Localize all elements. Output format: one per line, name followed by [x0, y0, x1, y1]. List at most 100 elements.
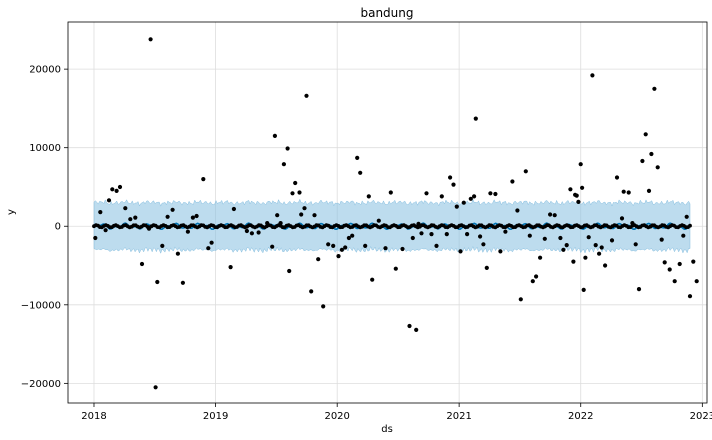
- data-point: [309, 289, 314, 294]
- data-point: [244, 228, 249, 234]
- data-point: [160, 243, 165, 248]
- data-point: [256, 230, 261, 235]
- data-point: [451, 182, 456, 187]
- x-tick-label: 2021: [446, 411, 471, 422]
- y-axis-label: y: [6, 209, 17, 215]
- data-point: [231, 206, 236, 212]
- data-point: [170, 207, 175, 212]
- y-tick-label: −10000: [21, 300, 61, 311]
- data-point: [228, 265, 233, 270]
- data-point: [646, 188, 652, 193]
- data-point: [293, 180, 298, 186]
- data-point: [626, 190, 631, 195]
- data-point: [527, 233, 532, 238]
- data-point: [576, 199, 581, 204]
- data-point: [599, 245, 604, 250]
- data-point: [287, 268, 292, 274]
- data-point: [498, 249, 503, 254]
- data-point: [410, 235, 415, 241]
- data-point: [478, 234, 483, 239]
- data-point: [621, 189, 626, 194]
- data-point: [619, 216, 625, 221]
- data-point: [393, 266, 398, 271]
- data-point: [304, 93, 309, 98]
- data-point: [593, 243, 598, 248]
- data-point: [558, 235, 563, 241]
- data-point: [667, 267, 672, 272]
- data-point: [636, 287, 642, 292]
- data-point: [564, 243, 569, 248]
- data-point: [523, 169, 528, 174]
- data-point: [662, 260, 667, 265]
- data-point: [503, 229, 508, 234]
- data-point: [691, 259, 696, 264]
- data-point: [336, 254, 341, 259]
- data-point: [98, 210, 103, 215]
- plot-frame: [67, 21, 708, 404]
- data-point: [640, 158, 645, 164]
- data-point: [515, 208, 520, 213]
- data-point: [458, 249, 463, 254]
- data-point: [429, 232, 434, 237]
- data-point: [285, 146, 290, 151]
- data-point: [672, 279, 677, 284]
- data-point: [659, 237, 664, 242]
- data-point: [185, 229, 190, 234]
- data-point: [128, 217, 133, 222]
- y-tick-label: 0: [55, 222, 61, 233]
- data-point: [454, 204, 459, 209]
- data-point: [339, 247, 344, 252]
- data-point: [461, 200, 466, 205]
- data-point: [206, 246, 211, 251]
- data-point: [473, 116, 478, 121]
- data-point: [326, 242, 331, 247]
- data-point: [388, 190, 393, 195]
- data-point: [290, 191, 295, 196]
- data-point: [270, 244, 275, 249]
- data-point: [407, 323, 412, 329]
- data-point: [123, 206, 128, 211]
- data-point: [110, 187, 115, 192]
- data-point: [434, 243, 439, 248]
- data-point: [312, 213, 317, 218]
- data-point: [316, 257, 321, 262]
- data-point: [538, 255, 543, 260]
- y-tick-label: −20000: [21, 379, 61, 390]
- x-tick-label: 2023: [690, 411, 712, 422]
- x-tick-label: 2020: [324, 411, 349, 422]
- y-tick-label: 20000: [29, 65, 61, 76]
- data-point: [481, 242, 486, 247]
- data-point: [201, 177, 206, 182]
- x-axis-label: ds: [381, 424, 393, 435]
- data-point: [590, 73, 595, 78]
- data-point: [530, 279, 535, 284]
- data-point: [419, 231, 424, 236]
- x-tick-label: 2018: [81, 411, 106, 422]
- data-point: [281, 162, 286, 167]
- data-point: [358, 170, 363, 175]
- data-point: [363, 243, 368, 248]
- data-point: [146, 226, 152, 231]
- data-point: [681, 233, 686, 238]
- data-point: [643, 132, 648, 137]
- data-point: [180, 280, 185, 285]
- data-point: [614, 175, 620, 180]
- data-point: [383, 246, 388, 251]
- data-point: [414, 327, 419, 332]
- data-point: [153, 385, 158, 390]
- data-point: [444, 232, 449, 237]
- data-point: [574, 193, 579, 198]
- data-point: [468, 196, 473, 201]
- data-point: [571, 259, 576, 264]
- data-point: [493, 191, 498, 197]
- data-point: [472, 194, 477, 199]
- data-point: [630, 221, 635, 226]
- data-point: [190, 215, 195, 220]
- data-point: [688, 223, 692, 228]
- data-point: [114, 188, 119, 193]
- data-point: [597, 251, 602, 256]
- observed-points: [92, 37, 699, 390]
- data-point: [488, 191, 493, 196]
